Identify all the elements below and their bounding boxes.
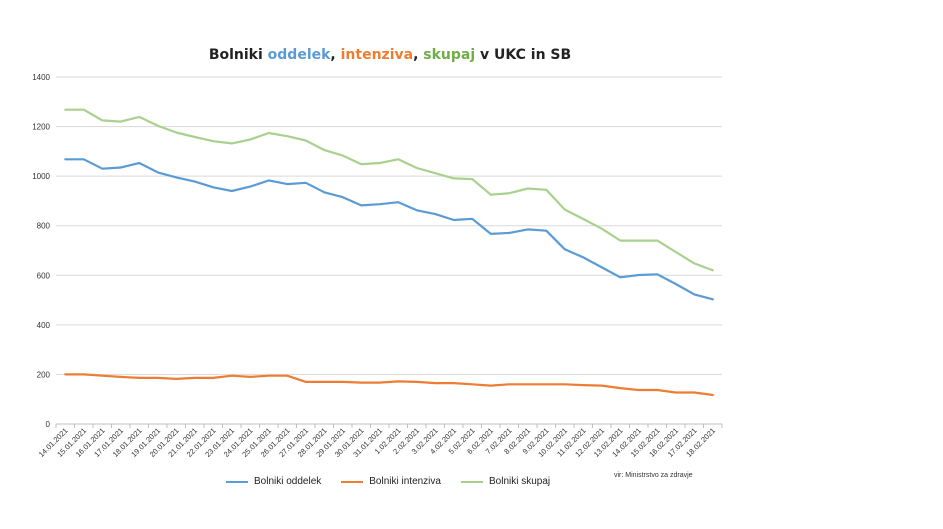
legend-swatch-skupaj (460, 480, 483, 483)
chart-title: Bolniki oddelek, intenziva, skupaj v UKC… (0, 47, 780, 63)
title-part-2: v UKC in SB (475, 47, 572, 63)
title-intenziva: intenziva (340, 47, 414, 63)
y-tick-label: 1200 (32, 123, 50, 132)
legend-swatch-intenziva (341, 480, 364, 483)
source-note: vir: Ministrstvo za zdravje (614, 472, 693, 479)
title-part-1: Bolniki (208, 47, 268, 63)
title-sep-2: , (413, 47, 424, 63)
y-tick-label: 0 (46, 420, 51, 429)
y-tick-label: 200 (37, 370, 51, 379)
title-sep-1: , (330, 47, 341, 63)
y-tick-label: 400 (37, 321, 51, 330)
series-line-2 (64, 108, 714, 272)
legend-label-intenziva: Bolniki intenziva (369, 476, 441, 487)
legend-label-oddelek: Bolniki oddelek (254, 476, 322, 487)
legend-item-skupaj: Bolniki skupaj (460, 476, 551, 487)
legend-item-oddelek: Bolniki oddelek (226, 476, 321, 487)
gridlines (56, 76, 722, 425)
legend-item-intenziva: Bolniki intenziva (341, 476, 441, 487)
title-oddelek: oddelek (267, 47, 331, 63)
y-tick-label: 600 (37, 271, 51, 280)
series-line-1 (64, 373, 714, 397)
legend-label-skupaj: Bolniki skupaj (488, 476, 551, 487)
y-axis: 0 200 400 600 800 1000 1200 1400 (32, 73, 50, 429)
x-axis: 14.01.202115.01.202116.01.202117.01.2021… (37, 424, 723, 459)
series-lines (64, 108, 714, 397)
series-line-0 (64, 158, 714, 301)
title-skupaj: skupaj (423, 47, 476, 63)
y-tick-label: 800 (37, 222, 51, 231)
y-tick-label: 1000 (32, 172, 50, 181)
legend-swatch-oddelek (226, 480, 248, 483)
y-tick-label: 1400 (32, 73, 50, 82)
legend: Bolniki oddelek Bolniki intenziva Bolnik… (226, 476, 550, 487)
